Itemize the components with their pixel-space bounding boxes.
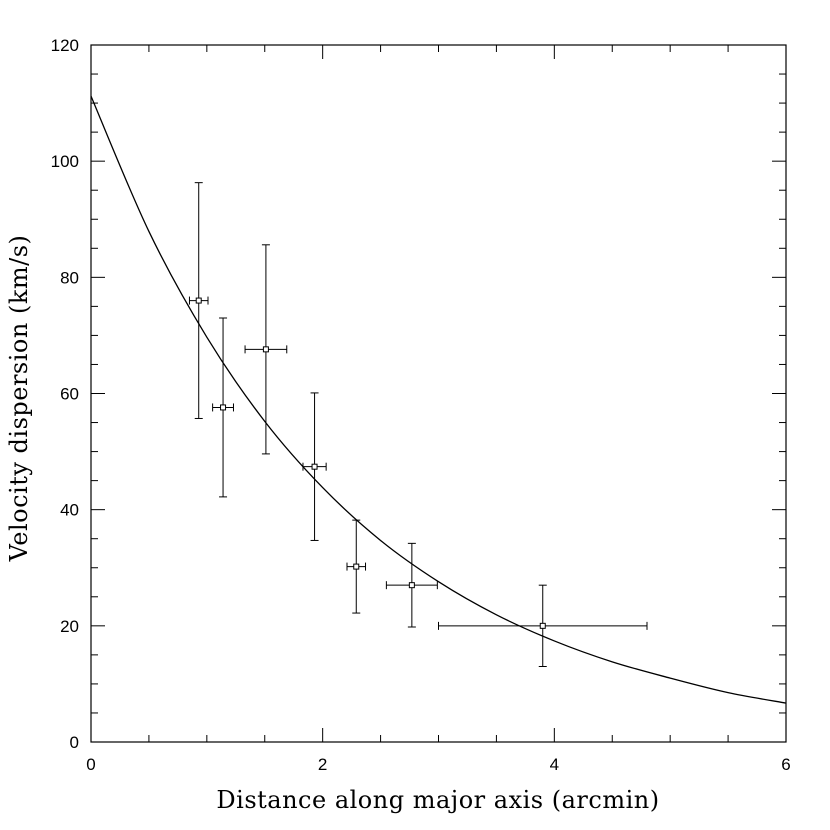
y-tick-label: 40 <box>60 501 79 520</box>
y-tick-label: 80 <box>60 268 79 287</box>
x-axis-title: Distance along major axis (arcmin) <box>216 786 659 814</box>
point-marker <box>539 622 546 629</box>
point-marker <box>353 563 360 570</box>
data-point <box>385 542 438 628</box>
data-point <box>302 392 327 541</box>
point-marker <box>195 297 202 304</box>
y-tick-label: 100 <box>51 152 79 171</box>
y-axis-title: Velocity dispersion (km/s) <box>5 235 33 563</box>
data-point <box>244 244 288 455</box>
data-point <box>346 519 367 614</box>
x-tick-label: 2 <box>318 755 327 774</box>
x-tick-labels: 0 2 4 6 <box>86 755 790 774</box>
point-marker <box>408 582 415 589</box>
y-tick-label: 20 <box>60 617 79 636</box>
y-tick-label: 120 <box>51 36 79 55</box>
data-points <box>188 182 648 667</box>
y-tick-label: 60 <box>60 385 79 404</box>
point-marker <box>220 404 227 411</box>
point-marker <box>311 463 318 470</box>
data-point <box>438 584 648 667</box>
data-point <box>188 182 209 419</box>
x-tick-label: 4 <box>550 755 559 774</box>
y-tick-labels: 0 20 40 60 80 100 120 <box>51 36 79 752</box>
x-tick-label: 0 <box>86 755 95 774</box>
y-tick-label: 0 <box>70 733 79 752</box>
axis-ticks <box>90 44 787 743</box>
fit-curve <box>90 95 787 704</box>
plot-frame <box>90 44 787 743</box>
x-tick-label: 6 <box>781 755 790 774</box>
point-marker <box>262 346 269 353</box>
data-point <box>212 317 234 498</box>
